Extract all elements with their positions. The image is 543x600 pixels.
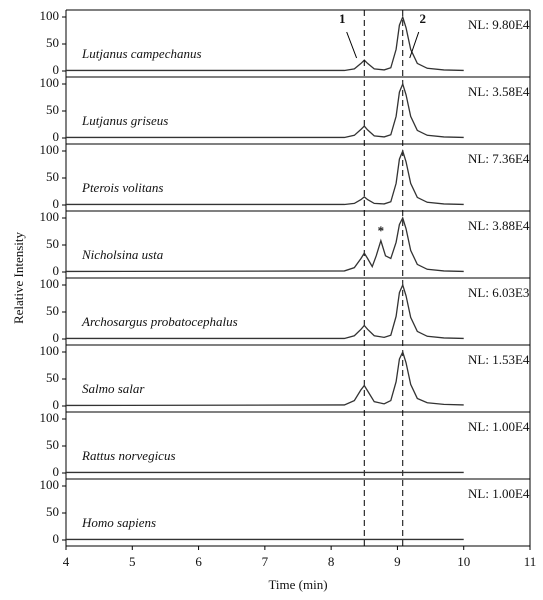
species-label: Nicholsina usta [81, 247, 164, 262]
y-tick-label: 0 [53, 397, 60, 412]
marker-leader [409, 31, 420, 59]
trace [66, 82, 464, 139]
y-tick-label: 0 [53, 330, 60, 345]
x-tick-label: 4 [63, 554, 70, 569]
y-tick-label: 0 [53, 263, 60, 278]
x-tick-label: 9 [394, 554, 401, 569]
y-tick-label: 0 [53, 129, 60, 144]
trace [66, 15, 464, 72]
species-label: Lutjanus griseus [81, 113, 168, 128]
y-tick-label: 0 [53, 531, 60, 546]
y-tick-label: 100 [40, 276, 60, 291]
x-tick-label: 10 [457, 554, 470, 569]
nl-label: NL: 6.03E3 [468, 285, 529, 300]
peak-annotation: * [378, 223, 385, 238]
nl-label: NL: 3.58E4 [468, 84, 530, 99]
y-tick-label: 100 [40, 477, 60, 492]
nl-label: NL: 7.36E4 [468, 151, 530, 166]
y-tick-label: 50 [46, 370, 59, 385]
species-label: Rattus norvegicus [81, 448, 176, 463]
marker-label: 1 [339, 11, 346, 26]
x-tick-label: 6 [195, 554, 202, 569]
y-tick-label: 50 [46, 169, 59, 184]
trace [65, 216, 464, 273]
x-tick-label: 8 [328, 554, 335, 569]
y-tick-label: 100 [40, 142, 60, 157]
x-tick-label: 5 [129, 554, 136, 569]
y-tick-label: 50 [46, 303, 59, 318]
y-axis-title: Relative Intensity [11, 231, 26, 324]
species-label: Pterois volitans [81, 180, 164, 195]
y-tick-label: 0 [53, 464, 60, 479]
x-tick-label: 7 [262, 554, 269, 569]
y-tick-label: 100 [40, 75, 60, 90]
x-axis-title: Time (min) [268, 577, 327, 592]
y-tick-label: 100 [40, 410, 60, 425]
y-tick-label: 50 [46, 35, 59, 50]
y-tick-label: 50 [46, 236, 59, 251]
y-tick-label: 0 [53, 196, 60, 211]
nl-label: NL: 1.00E4 [468, 486, 530, 501]
y-tick-label: 0 [53, 62, 60, 77]
species-label: Archosargus probatocephalus [81, 314, 238, 329]
y-tick-label: 100 [40, 343, 60, 358]
y-tick-label: 100 [40, 209, 60, 224]
species-label: Homo sapiens [81, 515, 156, 530]
y-tick-label: 50 [46, 437, 59, 452]
nl-label: NL: 3.88E4 [468, 218, 530, 233]
y-tick-label: 100 [40, 8, 60, 23]
marker-label: 2 [419, 11, 426, 26]
trace [65, 350, 464, 407]
nl-label: NL: 1.00E4 [468, 419, 530, 434]
marker-leader [346, 31, 358, 59]
x-tick-label: 11 [524, 554, 537, 569]
y-tick-label: 50 [46, 504, 59, 519]
trace [66, 283, 464, 340]
nl-label: NL: 1.53E4 [468, 352, 530, 367]
species-label: Salmo salar [82, 381, 145, 396]
trace [66, 149, 464, 206]
nl-label: NL: 9.80E4 [468, 17, 530, 32]
y-tick-label: 50 [46, 102, 59, 117]
species-label: Lutjanus campechanus [81, 46, 202, 61]
